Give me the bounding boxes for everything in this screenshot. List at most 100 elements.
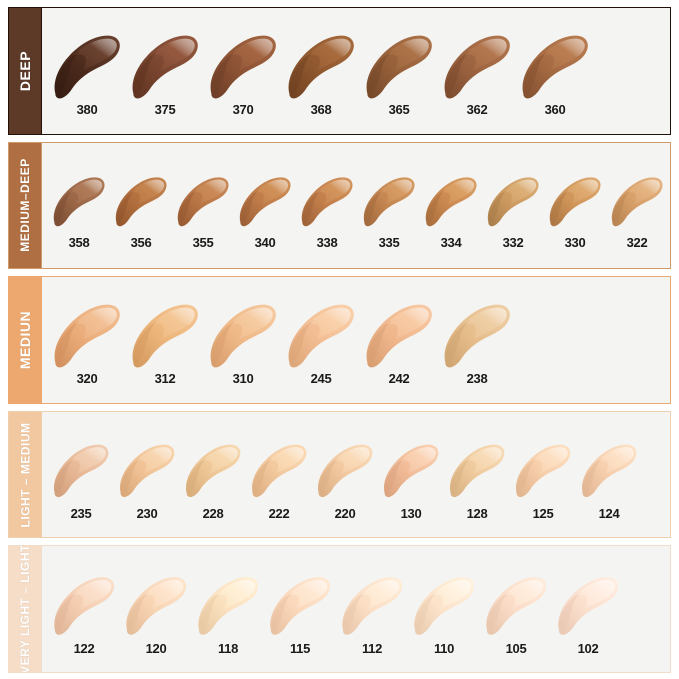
shade-swatch[interactable]: 115 (264, 568, 336, 655)
swatch-smear (175, 166, 231, 236)
category-tab-label: LIGHT – MEDIUM (18, 422, 32, 528)
shade-swatch[interactable]: 320 (48, 298, 126, 385)
category-tab-label: MEDIUM–DEEP (18, 158, 33, 253)
shade-swatch[interactable]: 368 (282, 29, 360, 116)
shade-swatch[interactable]: 125 (510, 433, 576, 520)
category-tab: LIGHT – MEDIUM (9, 411, 41, 538)
shade-number: 115 (289, 640, 311, 656)
swatch-smear (51, 433, 111, 507)
category-tab: VERY LIGHT – LIGHT (9, 546, 41, 672)
swatch-shape (549, 177, 601, 227)
swatch-smear (441, 29, 513, 103)
swatch-smear (51, 298, 123, 372)
swatch-shape (383, 444, 439, 498)
swatch-shape (115, 177, 167, 227)
shade-swatch[interactable]: 360 (516, 29, 594, 116)
swatch-shape (611, 177, 663, 227)
shade-swatch[interactable]: 242 (360, 298, 438, 385)
shade-swatch[interactable]: 310 (204, 298, 282, 385)
swatch-smear (485, 166, 541, 236)
swatch-smear (339, 568, 405, 642)
shade-swatch[interactable]: 370 (204, 29, 282, 116)
shade-swatch[interactable]: 112 (336, 568, 408, 655)
swatch-smear (381, 433, 441, 507)
shade-swatch[interactable]: 238 (438, 298, 516, 385)
swatch-smear (207, 298, 279, 372)
shade-swatch[interactable]: 335 (358, 166, 420, 249)
swatch-shape (239, 177, 291, 227)
swatch-shape (366, 305, 432, 368)
shade-swatch[interactable]: 356 (110, 166, 172, 249)
swatch-smear (267, 568, 333, 642)
shade-swatch[interactable]: 118 (192, 568, 264, 655)
shade-number: 322 (626, 234, 648, 250)
shade-swatch[interactable]: 355 (172, 166, 234, 249)
swatch-smear (249, 433, 309, 507)
swatch-smear (519, 29, 591, 103)
shade-number: 105 (505, 640, 527, 656)
shade-swatch[interactable]: 338 (296, 166, 358, 249)
shade-number: 222 (268, 506, 290, 522)
swatch-smear (195, 568, 261, 642)
shade-section: DEEP 380 (8, 7, 671, 135)
shade-swatch[interactable]: 220 (312, 433, 378, 520)
shade-swatch[interactable]: 330 (544, 166, 606, 249)
swatch-shape (449, 444, 505, 498)
shade-section: LIGHT – MEDIUM 235 (8, 410, 671, 539)
shade-number: 120 (145, 640, 167, 656)
shade-swatch[interactable]: 235 (48, 433, 114, 520)
swatch-smear (363, 29, 435, 103)
shade-swatch[interactable]: 230 (114, 433, 180, 520)
shade-number: 340 (254, 234, 276, 250)
shade-number: 235 (70, 506, 92, 522)
swatch-smear (117, 433, 177, 507)
shade-swatch[interactable]: 380 (48, 29, 126, 116)
shade-swatch[interactable]: 222 (246, 433, 312, 520)
shade-number: 110 (433, 640, 455, 656)
shade-number: 112 (361, 640, 383, 656)
shade-swatch[interactable]: 120 (120, 568, 192, 655)
swatch-smear (129, 298, 201, 372)
swatch-shape (515, 444, 571, 498)
swatch-smear (129, 29, 201, 103)
swatch-shape (270, 576, 331, 635)
shade-swatch[interactable]: 124 (576, 433, 642, 520)
shade-swatch[interactable]: 128 (444, 433, 510, 520)
shade-swatch[interactable]: 102 (552, 568, 624, 655)
shade-number: 245 (310, 371, 332, 387)
swatch-shape (119, 444, 175, 498)
shade-swatch[interactable]: 365 (360, 29, 438, 116)
shade-swatch[interactable]: 358 (48, 166, 110, 249)
swatch-smear (51, 568, 117, 642)
shade-swatch[interactable]: 312 (126, 298, 204, 385)
swatch-shape (54, 35, 120, 99)
swatch-shape (342, 576, 403, 635)
swatch-smear (299, 166, 355, 236)
shade-swatch[interactable]: 228 (180, 433, 246, 520)
shade-number: 125 (532, 506, 554, 522)
swatch-smear (285, 298, 357, 372)
shade-swatch[interactable]: 322 (606, 166, 668, 249)
swatch-smear (237, 166, 293, 236)
shade-swatch[interactable]: 245 (282, 298, 360, 385)
swatch-smear (51, 166, 107, 236)
category-tab-label: MEDIUN (17, 310, 34, 370)
swatch-shape (288, 35, 354, 99)
shade-swatch[interactable]: 334 (420, 166, 482, 249)
shade-swatch[interactable]: 110 (408, 568, 480, 655)
shade-swatch[interactable]: 332 (482, 166, 544, 249)
category-tab-label: VERY LIGHT – LIGHT (18, 545, 32, 673)
swatch-smear (363, 298, 435, 372)
shade-swatch[interactable]: 130 (378, 433, 444, 520)
shade-swatch[interactable]: 122 (48, 568, 120, 655)
shade-swatch[interactable]: 362 (438, 29, 516, 116)
swatch-smear (51, 29, 123, 103)
swatch-panel: 358 356 (41, 142, 670, 269)
swatch-smear (207, 29, 279, 103)
shade-swatch[interactable]: 105 (480, 568, 552, 655)
shade-swatch[interactable]: 340 (234, 166, 296, 249)
shade-number: 356 (130, 234, 152, 250)
swatch-smear (555, 568, 621, 642)
category-tab: DEEP (9, 8, 41, 134)
shade-swatch[interactable]: 375 (126, 29, 204, 116)
